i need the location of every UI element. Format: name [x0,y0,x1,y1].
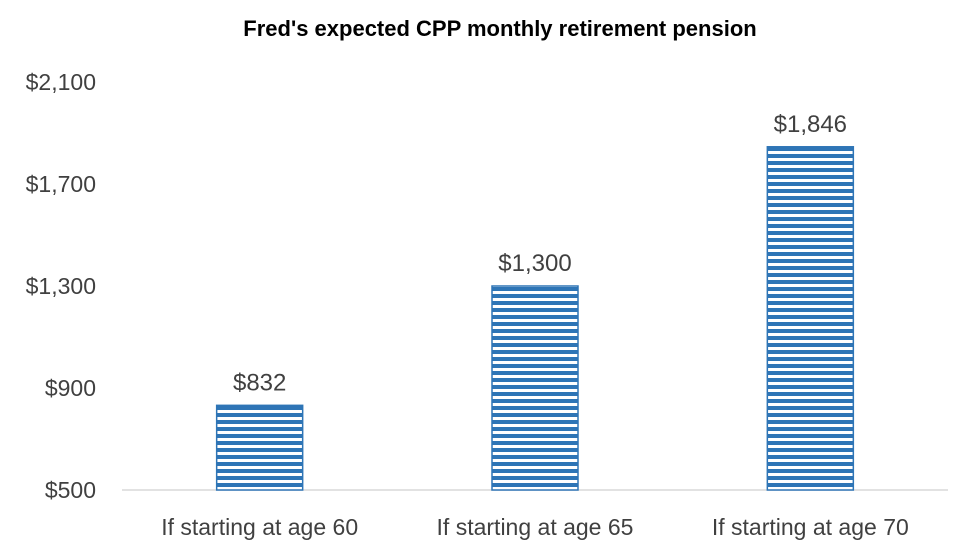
y-axis-ticks: $500 $900 $1,300 $1,700 $2,100 [26,69,96,503]
y-tick-label: $900 [45,375,96,401]
y-tick-label: $2,100 [26,69,96,95]
data-labels-group: $832 $1,300 $1,846 [233,111,847,397]
data-label: $1,300 [498,250,571,277]
bar [766,146,855,491]
chart-title: Fred's expected CPP monthly retirement p… [243,16,756,41]
y-tick-label: $500 [45,477,96,503]
x-axis-categories: If starting at age 60 If starting at age … [161,514,909,540]
x-category-label: If starting at age 60 [161,514,358,540]
y-tick-label: $1,300 [26,273,96,299]
bar [215,404,304,491]
data-label: $832 [233,369,286,396]
y-tick-label: $1,700 [26,171,96,197]
bars-group [215,146,855,491]
x-category-label: If starting at age 65 [437,514,634,540]
x-category-label: If starting at age 70 [712,514,909,540]
data-label: $1,846 [774,111,847,138]
bar [491,285,579,491]
